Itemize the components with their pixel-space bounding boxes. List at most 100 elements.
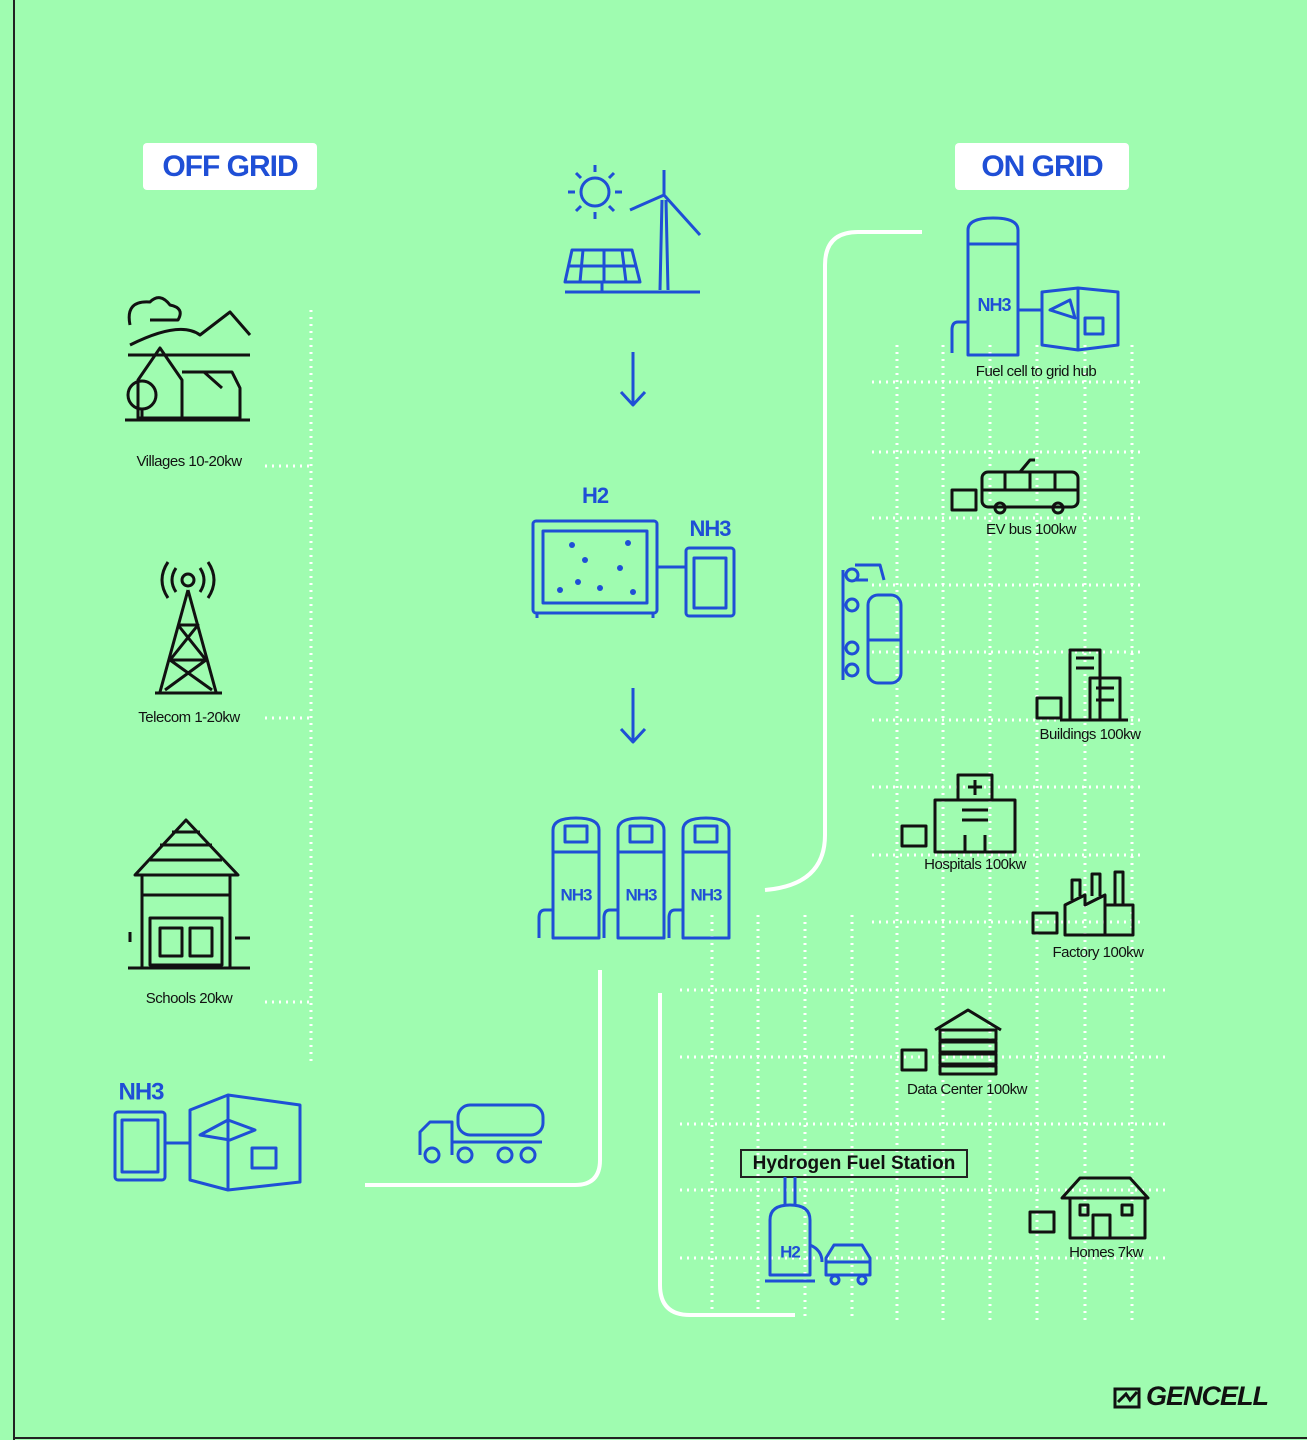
hydrogen-pump-part [824,1243,872,1277]
ammonia-truck-part [423,1146,441,1164]
item-label: Hospitals 100kw [924,856,1026,873]
infographic-part: NH3 [977,295,1011,315]
molecules-part [575,579,581,585]
ammonia-truck-part [519,1146,537,1164]
station-sign [740,1149,968,1178]
school-icon-part [158,926,184,958]
school-icon-part [133,818,240,877]
grid-hub-part [950,320,968,353]
ammonia-truck [418,1103,545,1164]
ammonia-truck-part [418,1120,454,1155]
molecules-part [630,589,636,595]
tank-badge [563,824,589,844]
ammonia-truck-part [456,1103,545,1137]
ev-bus-icon [950,458,1080,515]
telecom-icon-part [180,572,196,588]
village-icon-part [136,346,184,420]
item-label: Villages 10-20kw [136,453,242,470]
school-icon-part [128,932,250,970]
data-center-icon-part [938,1040,998,1054]
tank-label: NH3 [625,885,657,904]
hydrogen-pump-part [783,1177,797,1205]
logo-part [1116,1391,1139,1404]
grid-hub-part [1040,286,1120,352]
factory-icon-part [1031,911,1059,935]
off-grid-fuel-cell [113,1093,302,1192]
renewables-icon-part [568,165,622,219]
logo: GENCELL [1113,1381,1269,1411]
school-icon-part [140,875,232,968]
off-grid-fuel-cell-part [120,1118,160,1174]
infographic-part: H2 [780,1242,800,1261]
infographic-part: Fuel cell to grid hub [976,363,1097,380]
item-label: Telecom 1-20kw [138,709,240,726]
storage-tanks: NH3 NH3 NH3 [537,816,731,940]
factory-icon-part [1063,893,1135,937]
off-grid-fuel-cell-part [188,1093,302,1192]
buildings-icon-part [1035,696,1063,720]
molecules-part [597,585,603,591]
molecules-part [617,565,623,571]
school-icon [128,818,250,970]
renewables-icon-part [563,248,642,292]
molecules-part [625,540,631,546]
ev-bus-icon-part [950,488,978,512]
electrolyzer-part [692,556,728,610]
school-icon-part [148,916,224,967]
renewables-icon [563,165,702,294]
telecom-icon [155,561,222,695]
ammonia-tanker-part [844,597,860,613]
homes-icon-part [1028,1210,1056,1234]
off-grid-fuel-cell-part [250,1146,278,1170]
homes-icon [1028,1176,1150,1240]
buildings-icon [1035,648,1128,722]
logo-part: GENCELL [1146,1381,1268,1411]
factory-icon [1031,870,1135,937]
buildings-icon-part [1060,656,1128,722]
molecules-part [569,542,575,548]
arrow [619,352,647,407]
electrolyzer-part [541,529,649,605]
hydrogen-pump [765,1177,872,1286]
on-grid-badge: ON GRID [955,143,1129,190]
ammonia-tanker-part [844,662,860,678]
infographic-part: NH3 [689,516,731,541]
grid-hub-part [1083,316,1105,336]
electrolyzer-part [535,565,686,618]
hydrogen-pump-part [829,1274,841,1286]
hospital-icon-part [962,780,988,852]
logo-part [1113,1387,1141,1409]
hospital-icon-part [900,824,928,848]
off-grid-badge-part: OFF GRID [162,150,298,183]
infographic-part: NH3 [118,1078,164,1105]
item-label: Schools 20kw [146,990,233,1007]
off-grid-fuel-cell-part [198,1118,257,1142]
hydrogen-pump-part [765,1203,815,1283]
telecom-icon-part [160,561,216,599]
data-center-icon-part [938,1028,998,1042]
tank-label: NH3 [690,885,722,904]
renewables-icon-part [579,176,611,208]
ammonia-truck-part [456,1146,474,1164]
grid-hub-part [1048,298,1077,320]
telecom-icon-part [158,589,218,693]
village-icon-part [203,370,223,390]
molecules [557,540,636,595]
ammonia-tanker-part [841,563,901,680]
data-center-icon-part [900,1048,928,1072]
school-icon-part [150,830,222,862]
grid-hub-part [966,216,1020,357]
tank-badge [628,824,654,844]
homes-icon-part [1060,1176,1150,1240]
village-icon-part [127,296,182,326]
labels: Villages 10-20kw Telecom 1-20kw Schools 20… [136,453,1144,1261]
station-title: Hydrogen Fuel Station [753,1153,956,1174]
off-grid-badge: OFF GRID [143,143,317,190]
on-grid-badge-part [955,143,1129,190]
hydrogen-pump-part [856,1274,868,1286]
flow-lines-part [365,970,602,1187]
hydrogen-pump-part [809,1243,824,1263]
village-icon [125,296,252,422]
factory-icon-part [1070,870,1125,905]
